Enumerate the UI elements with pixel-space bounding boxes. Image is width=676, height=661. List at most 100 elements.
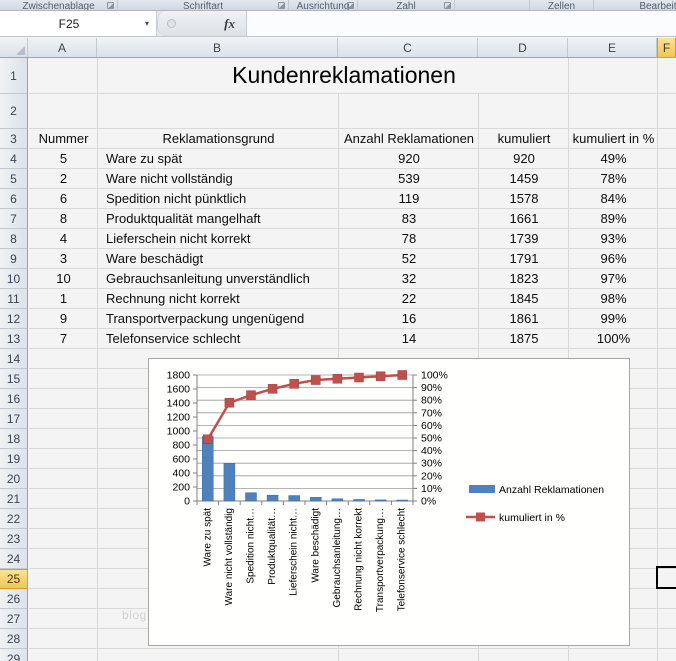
table-cell[interactable]: Gebrauchsanleitung unverständlich	[106, 271, 310, 286]
table-cell[interactable]: 32	[401, 271, 417, 286]
table-cell[interactable]: 1	[59, 291, 68, 306]
dialog-launcher-icon[interactable]	[444, 2, 451, 9]
table-cell[interactable]: Produktqualität mangelhaft	[106, 211, 261, 226]
column-header-C[interactable]: C	[338, 38, 478, 57]
table-cell[interactable]: 1845	[509, 291, 539, 306]
table-cell[interactable]: Lieferschein nicht korrekt	[106, 231, 251, 246]
table-cell[interactable]: 83	[401, 211, 417, 226]
row-header-2[interactable]: 2	[0, 94, 27, 129]
table-cell[interactable]: 89%	[600, 211, 627, 226]
sheet-row-7[interactable]: 8 Produktqualität mangelhaft 83 1661 89%	[29, 209, 676, 229]
select-all-corner[interactable]	[0, 38, 28, 57]
table-cell[interactable]: Rechnung nicht korrekt	[106, 291, 240, 306]
table-cell[interactable]: 9	[59, 311, 68, 326]
row-header-21[interactable]: 21	[0, 489, 27, 509]
row-header-5[interactable]: 5	[0, 169, 27, 189]
sheet-row-10[interactable]: 10 Gebrauchsanleitung unverständlich 32 182…	[29, 269, 676, 289]
table-cell[interactable]: 4	[59, 231, 68, 246]
table-header-cell[interactable]: kumuliert	[497, 131, 551, 146]
table-cell[interactable]: 1578	[509, 191, 539, 206]
table-cell[interactable]: Spedition nicht pünktlich	[106, 191, 247, 206]
insert-function-fx-icon[interactable]: fx	[224, 15, 235, 31]
dialog-launcher-icon[interactable]	[347, 2, 354, 9]
row-header-10[interactable]: 10	[0, 269, 27, 289]
row-header-11[interactable]: 11	[0, 289, 27, 309]
table-cell[interactable]: 1459	[509, 171, 539, 186]
table-cell[interactable]: 100%	[596, 331, 631, 346]
table-cell[interactable]: 920	[513, 151, 535, 166]
row-header-20[interactable]: 20	[0, 469, 27, 489]
table-cell[interactable]: 8	[59, 211, 68, 226]
table-cell[interactable]: 52	[401, 251, 417, 266]
table-cell[interactable]: 10	[56, 271, 71, 286]
sheet-row-8[interactable]: 4 Lieferschein nicht korrekt 78 1739 93%	[29, 229, 676, 249]
row-header-26[interactable]: 26	[0, 589, 27, 609]
sheet-row-13[interactable]: 7 Telefonservice schlecht 14 1875 100%	[29, 329, 676, 349]
table-cell[interactable]: 2	[59, 171, 68, 186]
table-header-cell[interactable]: Reklamationsgrund	[162, 131, 275, 146]
table-cell[interactable]: 96%	[600, 251, 627, 266]
table-cell[interactable]: 1739	[509, 231, 539, 246]
sheet-row-11[interactable]: 1 Rechnung nicht korrekt 22 1845 98%	[29, 289, 676, 309]
table-cell[interactable]: 1791	[509, 251, 539, 266]
table-header-cell[interactable]: kumuliert in %	[572, 131, 655, 146]
table-cell[interactable]: 97%	[600, 271, 627, 286]
row-header-15[interactable]: 15	[0, 369, 27, 389]
row-header-9[interactable]: 9	[0, 249, 27, 269]
column-header-E[interactable]: E	[568, 38, 657, 57]
sheet-row-1[interactable]: Kundenreklamationen	[29, 58, 676, 94]
sheet-row-4[interactable]: 5 Ware zu spät 920 920 49%	[29, 149, 676, 169]
table-cell[interactable]: 98%	[600, 291, 627, 306]
namebox-dropdown-icon[interactable]: ▾	[144, 19, 149, 28]
table-cell[interactable]: Telefonservice schlecht	[106, 331, 241, 346]
embedded-pareto-chart[interactable]: 0% 10% 20% 30% 40% 50% 60% 70% 80% 90% 100% 0 200 400…	[148, 358, 630, 646]
table-cell[interactable]: 7	[59, 331, 68, 346]
table-cell[interactable]: 78	[401, 231, 417, 246]
row-header-28[interactable]: 28	[0, 629, 27, 649]
formula-input[interactable]	[247, 11, 676, 36]
table-cell[interactable]: Transportverpackung ungenügend	[106, 311, 305, 326]
row-header-19[interactable]: 19	[0, 449, 27, 469]
table-cell[interactable]: 539	[398, 171, 420, 186]
column-header-F[interactable]: F	[657, 38, 676, 57]
row-header-17[interactable]: 17	[0, 409, 27, 429]
row-header-22[interactable]: 22	[0, 509, 27, 529]
sheet-row-28[interactable]	[29, 629, 676, 649]
sheet-row-29[interactable]	[29, 649, 676, 661]
sheet-row-3[interactable]: Nummer Reklamationsgrund Anzahl Reklamatio…	[29, 129, 676, 149]
table-cell[interactable]: 16	[401, 311, 417, 326]
table-cell[interactable]: 920	[398, 151, 420, 166]
row-header-23[interactable]: 23	[0, 529, 27, 549]
row-header-14[interactable]: 14	[0, 349, 27, 369]
table-cell[interactable]: 84%	[600, 191, 627, 206]
row-header-6[interactable]: 6	[0, 189, 27, 209]
sheet-row-5[interactable]: 2 Ware nicht vollständig 539 1459 78%	[29, 169, 676, 189]
table-cell[interactable]: 14	[401, 331, 417, 346]
table-cell[interactable]: 22	[401, 291, 417, 306]
row-header-24[interactable]: 24	[0, 549, 27, 569]
row-header-25[interactable]: 25	[0, 569, 27, 589]
table-cell[interactable]: 119	[398, 191, 420, 206]
row-header-18[interactable]: 18	[0, 429, 27, 449]
sheet-row-2[interactable]	[29, 94, 676, 129]
column-header-B[interactable]: B	[97, 38, 338, 57]
row-header-12[interactable]: 12	[0, 309, 27, 329]
row-header-7[interactable]: 7	[0, 209, 27, 229]
row-header-27[interactable]: 27	[0, 609, 27, 629]
table-cell[interactable]: 3	[59, 251, 68, 266]
table-cell[interactable]: 1823	[509, 271, 539, 286]
table-cell[interactable]: 6	[59, 191, 68, 206]
table-cell[interactable]: 49%	[600, 151, 627, 166]
row-header-3[interactable]: 3	[0, 129, 27, 149]
row-header-13[interactable]: 13	[0, 329, 27, 349]
table-cell[interactable]: 93%	[600, 231, 627, 246]
row-header-29[interactable]: 29	[0, 649, 27, 661]
sheet-row-6[interactable]: 6 Spedition nicht pünktlich 119 1578 84%	[29, 189, 676, 209]
table-header-cell[interactable]: Nummer	[38, 131, 89, 146]
name-box[interactable]: F25 ▾	[0, 11, 157, 36]
table-cell[interactable]: 1875	[509, 331, 539, 346]
dialog-launcher-icon[interactable]	[107, 2, 114, 9]
sheet-row-12[interactable]: 9 Transportverpackung ungenügend 16 1861 99%	[29, 309, 676, 329]
row-header-4[interactable]: 4	[0, 149, 27, 169]
column-header-D[interactable]: D	[478, 38, 568, 57]
